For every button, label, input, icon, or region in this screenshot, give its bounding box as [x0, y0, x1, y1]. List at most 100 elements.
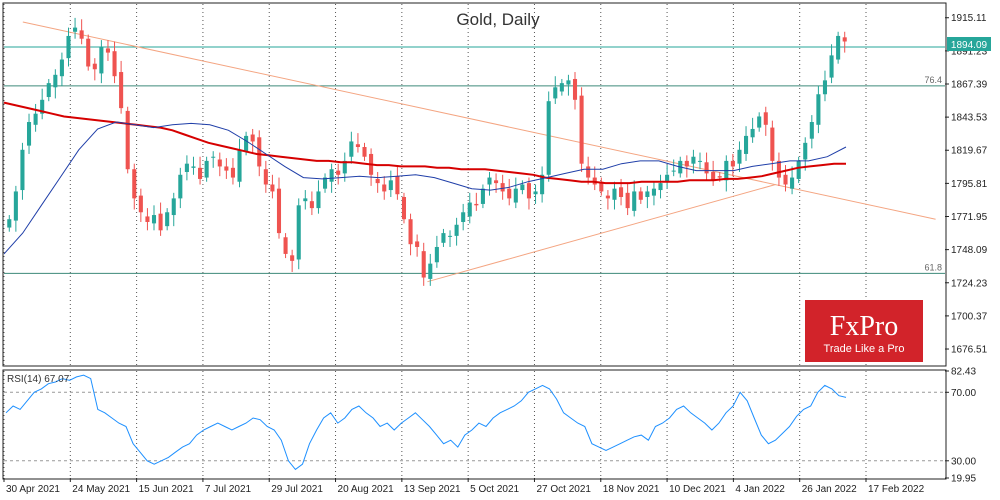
price-tick-label: 1915.11: [951, 13, 987, 24]
candle-body: [579, 95, 584, 164]
candle-body: [26, 122, 32, 146]
candle-body: [711, 172, 716, 181]
candle-body: [165, 212, 170, 227]
price-tick-label: 1676.51: [951, 345, 988, 356]
candle-body: [151, 215, 157, 224]
candle-body: [658, 183, 663, 191]
price-tick-label: 1843.53: [951, 113, 988, 124]
candle-body: [796, 160, 801, 179]
candle-body: [625, 192, 630, 209]
candle-body: [388, 180, 393, 191]
time-tick-label: 30 Apr 2021: [6, 484, 60, 495]
candle-body: [138, 195, 143, 213]
candle-body: [158, 213, 163, 231]
candle-body: [13, 191, 18, 221]
candle-body: [559, 83, 564, 92]
candle-body: [763, 112, 768, 125]
candle-body: [73, 27, 78, 32]
fxpro-logo: FxPro Trade Like a Pro: [805, 300, 923, 362]
candle-body: [717, 176, 722, 178]
candle-body: [730, 160, 735, 167]
candle-body: [211, 156, 216, 158]
candle-body: [553, 87, 558, 99]
candle-body: [230, 167, 235, 178]
candle-body: [829, 55, 834, 78]
candle-body: [355, 144, 360, 148]
candle-body: [362, 147, 367, 157]
candle-body: [375, 178, 380, 184]
fib-level-label: 61.8: [924, 262, 942, 272]
candle-body: [520, 184, 525, 191]
candle-body: [270, 184, 275, 192]
candle-body: [349, 141, 354, 157]
candle-body: [53, 74, 58, 88]
candle-body: [309, 201, 314, 209]
trendlines: [22, 21, 936, 283]
candle-body: [237, 149, 242, 182]
moving-averages: [3, 101, 847, 255]
candle-body: [454, 224, 459, 236]
trendline: [22, 21, 936, 220]
rsi-label: RSI(14) 67.07: [7, 374, 70, 385]
candle-body: [651, 188, 656, 196]
candle-body: [434, 246, 439, 263]
logo-tagline: Trade Like a Pro: [824, 343, 905, 355]
candle-body: [66, 35, 71, 59]
candle-body: [421, 251, 426, 278]
candle-body: [257, 137, 262, 167]
candle-body: [382, 184, 387, 192]
candle-body: [112, 51, 117, 77]
candle-body: [619, 187, 624, 197]
rsi-tick-label: 19.95: [951, 474, 976, 485]
rsi-tick-label: 30.00: [951, 456, 976, 467]
time-tick-label: 20 Aug 2021: [338, 484, 395, 495]
trendline: [427, 184, 776, 283]
time-tick-label: 7 Jul 2021: [205, 484, 252, 495]
candle-body: [119, 72, 124, 109]
chart-title: Gold, Daily: [456, 10, 540, 29]
rsi-line: [5, 374, 847, 471]
candle-body: [737, 149, 742, 164]
candle-body: [125, 110, 130, 170]
time-tick-label: 29 Jul 2021: [271, 484, 323, 495]
price-tick-label: 1819.67: [951, 146, 988, 157]
candle-body: [408, 219, 413, 245]
candle-body: [526, 183, 532, 199]
price-tick-label: 1700.37: [951, 311, 988, 322]
candle-body: [697, 160, 703, 162]
time-axis: 30 Apr 2021 24 May 2021 15 Jun 2021 7 Jul 2…: [3, 478, 925, 495]
main-panel-frame: [2, 2, 947, 367]
candle-body: [612, 188, 617, 200]
candle-body: [540, 174, 545, 195]
candle-body: [572, 78, 578, 100]
candle-body: [816, 94, 821, 125]
candle-body: [822, 80, 828, 95]
candle-body: [494, 180, 499, 184]
price-tick-label: 1748.09: [951, 245, 988, 256]
price-tick-label: 1724.23: [951, 278, 988, 289]
fib-level-label: 76.4: [924, 75, 942, 85]
candle-body: [171, 198, 176, 216]
candle-body: [336, 170, 341, 175]
candle-body: [599, 181, 604, 192]
current-price-label: 1894.09: [951, 40, 988, 51]
time-tick-label: 10 Dec 2021: [669, 484, 726, 495]
candle-body: [447, 235, 453, 237]
candle-body: [132, 169, 137, 199]
candle-body: [487, 177, 492, 185]
candle-body: [836, 35, 841, 60]
candle-body: [198, 167, 203, 179]
candle-body: [184, 163, 189, 173]
candle-body: [684, 160, 689, 167]
time-tick-label: 18 Nov 2021: [603, 484, 660, 495]
candle-body: [217, 159, 222, 167]
candle-body: [750, 128, 755, 138]
price-axis: 1915.11 1891.23 1867.39 1843.53 1819.67 1795.…: [945, 13, 988, 356]
time-tick-label: 4 Jan 2022: [735, 484, 785, 495]
candle-body: [79, 30, 84, 39]
candle-body: [480, 188, 485, 204]
time-tick-label: 17 Feb 2022: [868, 484, 925, 495]
candle-body: [809, 122, 814, 139]
candle-body: [605, 195, 610, 199]
vertical-gridlines: [3, 4, 867, 478]
